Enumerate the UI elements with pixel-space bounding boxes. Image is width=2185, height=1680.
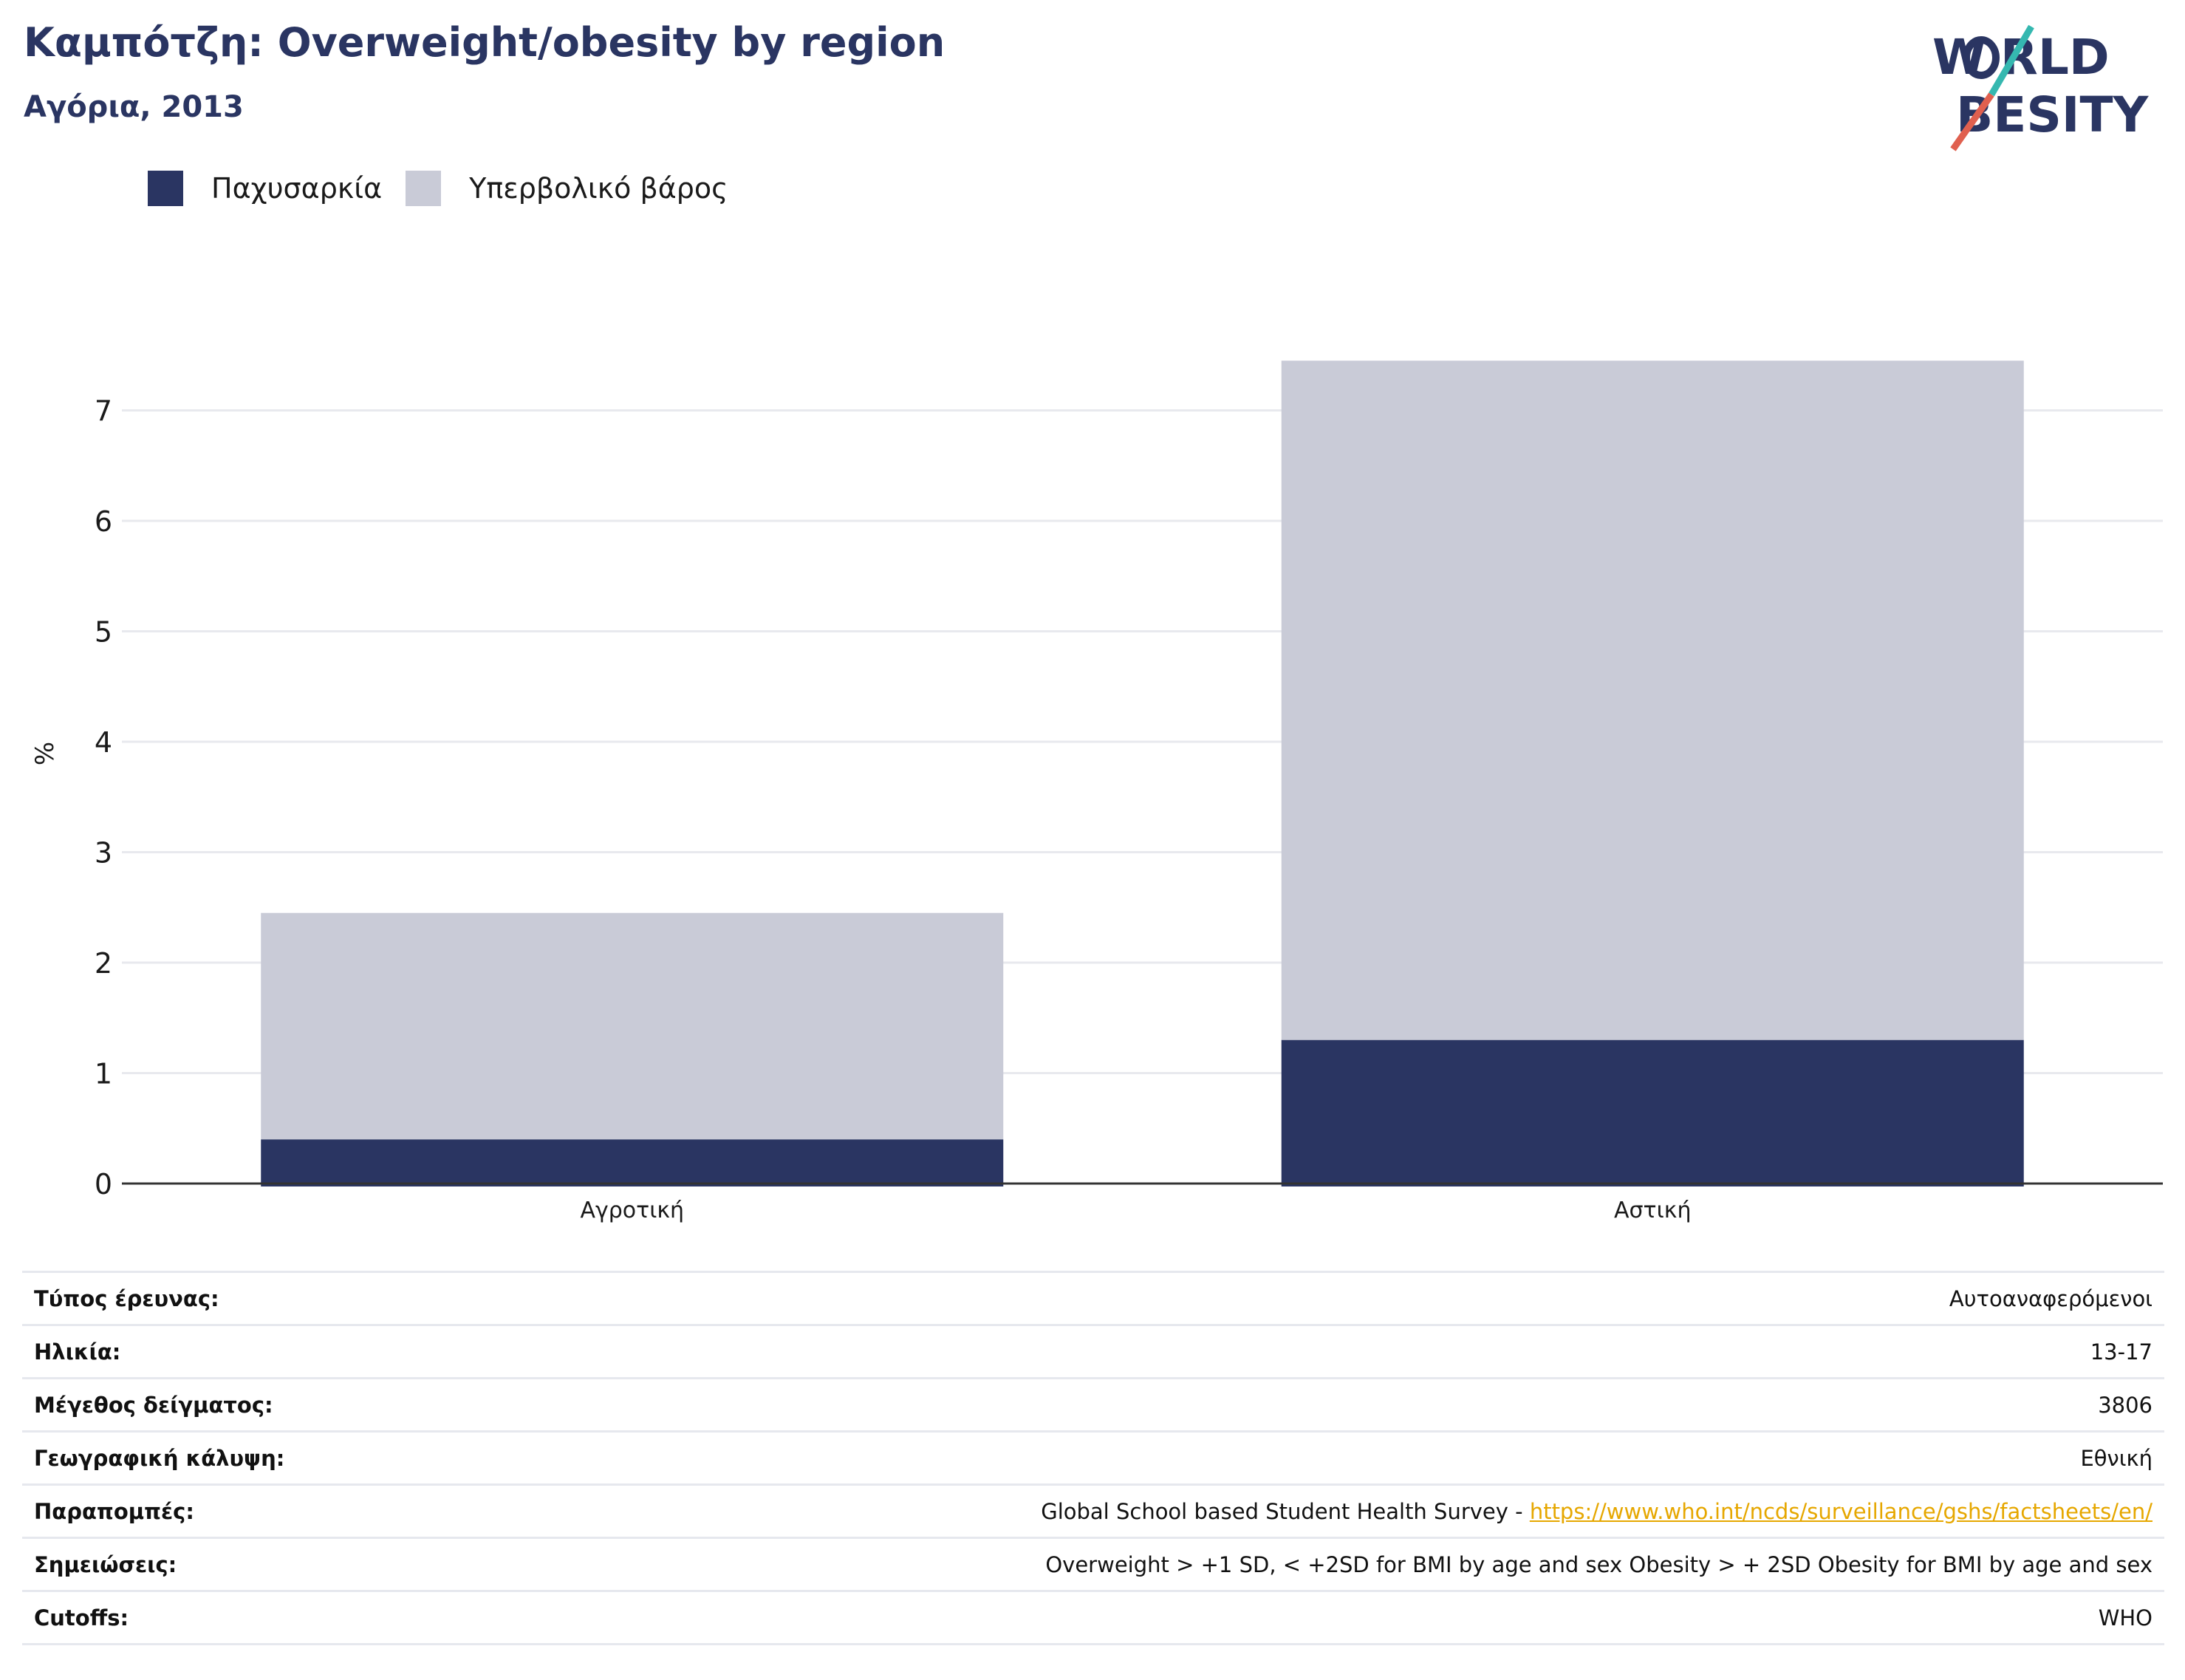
info-row-age: Ηλικία: 13-17 xyxy=(22,1326,2164,1379)
x-tick-label: Αγροτική xyxy=(580,1198,684,1223)
info-value: WHO xyxy=(2098,1605,2152,1631)
y-tick-label: 0 xyxy=(95,1168,112,1201)
info-label: Ηλικία: xyxy=(34,1339,121,1365)
reference-text: Global School based Student Health Surve… xyxy=(1041,1498,1530,1524)
info-value: 13-17 xyxy=(2090,1339,2152,1365)
y-tick-label: 3 xyxy=(95,837,112,870)
info-label: Παραπομπές: xyxy=(34,1498,194,1524)
world-obesity-logo: W RLD BESITY xyxy=(1932,24,2150,151)
chart-legend: Παχυσαρκία Υπερβολικό βάρος xyxy=(148,168,751,208)
y-axis-label: % xyxy=(30,742,60,765)
legend-swatch-obesity xyxy=(148,171,183,206)
reference-link[interactable]: https://www.who.int/ncds/surveillance/gs… xyxy=(1529,1498,2152,1524)
legend-item-overweight[interactable]: Υπερβολικό βάρος xyxy=(406,171,728,206)
info-value: Αυτοαναφερόμενοι xyxy=(1949,1285,2152,1311)
info-row-coverage: Γεωγραφική κάλυψη: Εθνική xyxy=(22,1433,2164,1486)
y-tick-label: 6 xyxy=(95,505,112,538)
stacked-bar-chart: 0 1 2 3 4 5 6 7% Αγροτική Αστική xyxy=(30,361,2163,1223)
y-tick-label: 1 xyxy=(95,1058,112,1090)
bar-overweight-2[interactable] xyxy=(1281,361,2024,1040)
info-value: Global School based Student Health Surve… xyxy=(1041,1499,2152,1524)
axes: 0 1 2 3 4 5 6 7% Αγροτική Αστική xyxy=(30,395,2163,1223)
legend-item-obesity[interactable]: Παχυσαρκία xyxy=(148,171,382,206)
chart-title: Καμπότζη: Overweight/obesity by region xyxy=(24,19,946,66)
legend-swatch-overweight xyxy=(406,171,442,206)
legend-label-obesity: Παχυσαρκία xyxy=(211,172,383,205)
info-label: Τύπος έρευνας: xyxy=(34,1285,219,1311)
info-label: Σημειώσεις: xyxy=(34,1551,177,1577)
info-label: Γεωγραφική κάλυψη: xyxy=(34,1445,285,1471)
y-tick-label: 5 xyxy=(95,616,112,649)
survey-info-table: Τύπος έρευνας: Αυτοαναφερόμενοι Ηλικία: … xyxy=(22,1271,2164,1645)
info-label: Μέγεθος δείγματος: xyxy=(34,1392,273,1418)
chart-subtitle: Αγόρια, 2013 xyxy=(24,90,244,124)
info-row-notes: Σημειώσεις: Overweight > +1 SD, < +2SD f… xyxy=(22,1539,2164,1592)
info-value: 3806 xyxy=(2098,1392,2152,1418)
info-value: Εθνική xyxy=(2080,1445,2152,1471)
y-tick-label: 2 xyxy=(95,947,112,980)
y-tick-label: 7 xyxy=(95,395,112,428)
bar-overweight-1[interactable] xyxy=(261,912,1004,1140)
svg-text:RLD: RLD xyxy=(2000,29,2110,86)
y-tick-label: 4 xyxy=(95,726,112,759)
info-row-sample-size: Μέγεθος δείγματος: 3806 xyxy=(22,1379,2164,1433)
bar-obesity-2[interactable] xyxy=(1281,1039,2024,1186)
bars xyxy=(261,361,2024,1186)
legend-label-overweight: Υπερβολικό βάρος xyxy=(469,172,728,205)
info-row-cutoffs: Cutoffs: WHO xyxy=(22,1592,2164,1645)
info-value: Overweight > +1 SD, < +2SD for BMI by ag… xyxy=(1045,1551,2152,1577)
bar-obesity-1[interactable] xyxy=(261,1139,1004,1186)
x-tick-label: Αστική xyxy=(1614,1198,1691,1223)
info-row-references: Παραπομπές: Global School based Student … xyxy=(22,1486,2164,1539)
info-row-survey-type: Τύπος έρευνας: Αυτοαναφερόμενοι xyxy=(22,1273,2164,1326)
info-label: Cutoffs: xyxy=(34,1605,129,1631)
